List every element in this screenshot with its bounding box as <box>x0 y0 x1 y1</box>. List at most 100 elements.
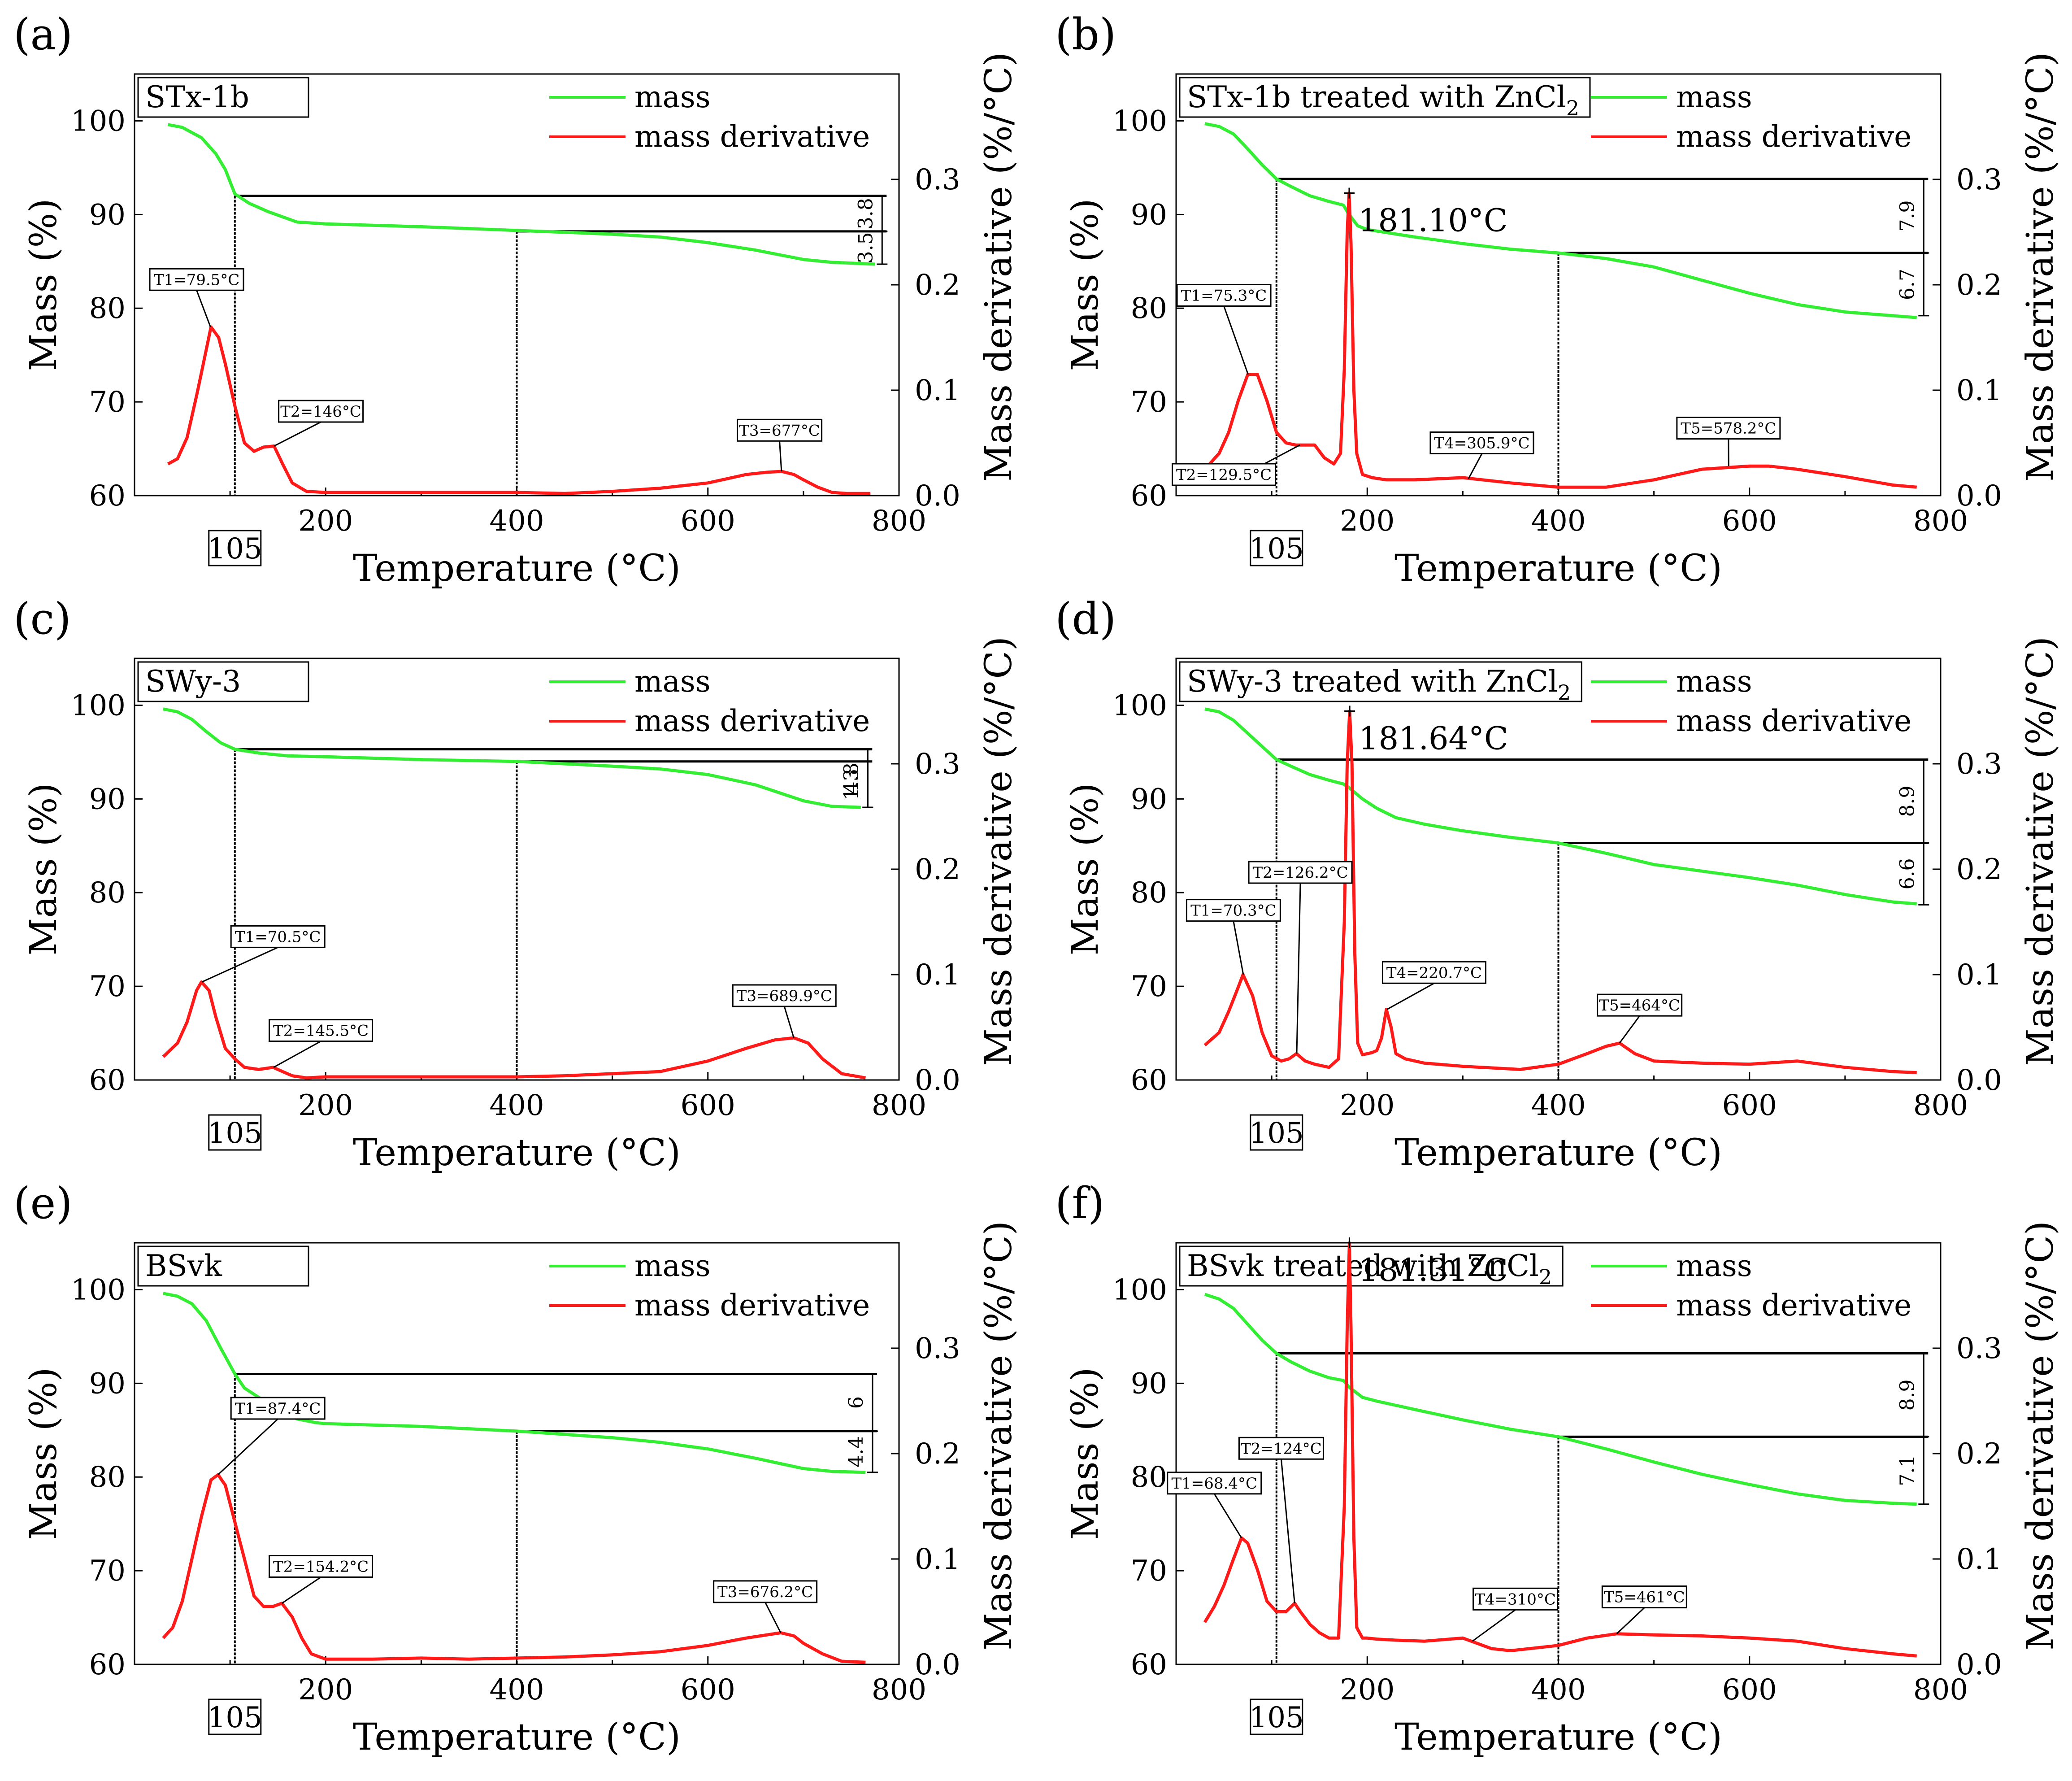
peak-leader <box>1472 1609 1516 1642</box>
panel-letter: (b) <box>1055 9 1116 60</box>
chart-title: SWy-3 treated with ZnCl2 <box>1187 664 1571 705</box>
y-left-tick-label: 100 <box>71 1273 126 1306</box>
y-right-tick-label: 0.1 <box>915 958 960 992</box>
peak-label-box <box>1473 1587 1559 1611</box>
y-right-tick-label: 0.3 <box>915 748 960 781</box>
x-tick-label: 600 <box>681 505 735 538</box>
y-right-tick-label: 0.3 <box>915 1332 960 1365</box>
legend-derivative-label: mass derivative <box>1676 1288 1911 1323</box>
loss-value: 8.9 <box>1896 1379 1919 1411</box>
loss-value: 1.3 <box>840 769 863 800</box>
peak-label-box <box>1601 1585 1687 1609</box>
y-left-tick-label: 90 <box>1131 198 1167 231</box>
legend-derivative-label: mass derivative <box>634 1288 870 1323</box>
chart-title-main: STx-1b <box>145 80 249 114</box>
y-right-tick-label: 0.1 <box>915 1543 960 1576</box>
y-left-tick-label: 90 <box>1131 1367 1167 1400</box>
peak-label-box <box>230 925 326 948</box>
x-tick-label: 600 <box>1722 1673 1777 1707</box>
panel-letter: (a) <box>13 9 73 60</box>
chart-title-main: SWy-3 treated with ZnCl <box>1187 664 1558 699</box>
peak-leader <box>1280 1459 1295 1603</box>
peak-label-box <box>1429 431 1534 454</box>
peak-label: T2=145.5°C <box>273 1022 369 1040</box>
marker-label: 105 <box>208 1701 262 1734</box>
y-left-tick-label: 100 <box>71 689 126 722</box>
peak-label-box <box>1186 899 1281 922</box>
panel-letter: (d) <box>1055 594 1116 644</box>
chart-panel: (f) 60 70 80 90 100 0.0 0.1 0.2 0.3 200 400 600 800 Te… <box>1055 1178 2062 1759</box>
y-right-tick-label: 0.3 <box>1956 748 2002 781</box>
x-tick-label: 800 <box>1913 1089 1968 1122</box>
y-right-tick-label: 0.3 <box>915 163 960 196</box>
y-right-tick-label: 0.2 <box>915 269 960 302</box>
loss-value: 6 <box>845 1396 868 1409</box>
chart-title: STx-1b treated with ZnCl2 <box>1187 80 1579 120</box>
peak-label: T4=310°C <box>1475 1590 1556 1608</box>
loss-value: 4.8 <box>840 762 863 794</box>
chart-panel: (d) 60 70 80 90 100 0.0 0.1 0.2 0.3 200 400 600 800 Te… <box>1055 594 2062 1174</box>
x-tick-label: 200 <box>298 505 353 538</box>
y-left-tick-label: 80 <box>89 876 126 910</box>
x-axis-title: Temperature (°C) <box>1394 1132 1722 1174</box>
y-left-axis-title: Mass (%) <box>22 1367 65 1540</box>
y-right-axis-title: Mass derivative (%/°C) <box>2019 636 2062 1066</box>
peak-label-box <box>1172 463 1277 486</box>
legend-mass-label: mass <box>634 1249 711 1283</box>
peak-leader <box>1213 1494 1242 1538</box>
loss-value: 3.5 <box>854 232 877 263</box>
y-right-tick-label: 0.0 <box>1956 1648 2002 1681</box>
peak-leader <box>281 1576 321 1604</box>
y-left-axis-title: Mass (%) <box>22 199 65 371</box>
y-right-tick-label: 0.0 <box>915 1648 960 1681</box>
y-left-tick-label: 60 <box>89 1648 126 1681</box>
chart-title: BSvk treated with ZnCl2 <box>1187 1249 1552 1289</box>
derivative-curve <box>162 1473 866 1664</box>
y-right-tick-label: 0.0 <box>1956 1064 2002 1097</box>
x-axis-title: Temperature (°C) <box>1394 547 1722 590</box>
panel-letter: (f) <box>1055 1178 1104 1228</box>
legend-derivative-label: mass derivative <box>634 119 870 154</box>
peak-leader <box>1619 1015 1640 1044</box>
marker-box <box>1250 1698 1303 1735</box>
y-right-tick-label: 0.1 <box>915 374 960 407</box>
title-box <box>1179 661 1582 702</box>
mass-curve <box>167 123 875 266</box>
loss-value: 6.6 <box>1896 858 1919 889</box>
marker-box <box>208 530 262 566</box>
derivative-curve <box>167 325 871 495</box>
legend-derivative-label: mass derivative <box>634 704 870 738</box>
peak-leader <box>1616 1607 1645 1634</box>
loss-value: 6.7 <box>1896 269 1919 300</box>
peak-label: T1=87.4°C <box>235 1400 321 1418</box>
peak-leader <box>1296 883 1301 1054</box>
chart-title-subscript: 2 <box>1566 96 1579 120</box>
peak-leader <box>196 290 211 327</box>
x-tick-label: 800 <box>1913 1673 1968 1707</box>
x-tick-label: 800 <box>872 505 926 538</box>
derivative-curve <box>1203 192 1917 489</box>
peak-label: T2=154.2°C <box>273 1558 369 1576</box>
x-tick-label: 400 <box>1531 1089 1585 1122</box>
marker-label: 105 <box>1249 1117 1304 1150</box>
x-tick-label: 400 <box>1531 505 1585 538</box>
chart-title-main: STx-1b treated with ZnCl <box>1187 80 1566 114</box>
y-left-tick-label: 90 <box>89 1367 126 1400</box>
peak-leader <box>779 441 782 472</box>
y-left-tick-label: 100 <box>1112 689 1167 722</box>
loss-value: 8.9 <box>1896 786 1919 817</box>
peak-leader <box>783 1006 795 1038</box>
marker-label: 105 <box>1249 532 1304 566</box>
y-right-tick-label: 0.3 <box>1956 163 2002 196</box>
chart-panel: (a) 60 70 80 90 100 0.0 0.1 0.2 0.3 200 400 600 800 Te… <box>13 9 1020 590</box>
legend-mass-label: mass <box>634 664 711 699</box>
x-tick-label: 600 <box>1722 1089 1777 1122</box>
y-left-tick-label: 100 <box>71 105 126 138</box>
y-left-tick-label: 70 <box>89 1555 126 1588</box>
x-tick-label: 200 <box>1340 1089 1394 1122</box>
marker-box <box>1250 530 1303 566</box>
peak-label-box <box>1176 284 1272 307</box>
chart-title-main: BSvk <box>145 1249 222 1283</box>
x-tick-label: 400 <box>489 1089 544 1122</box>
y-left-axis-title: Mass (%) <box>22 783 65 956</box>
